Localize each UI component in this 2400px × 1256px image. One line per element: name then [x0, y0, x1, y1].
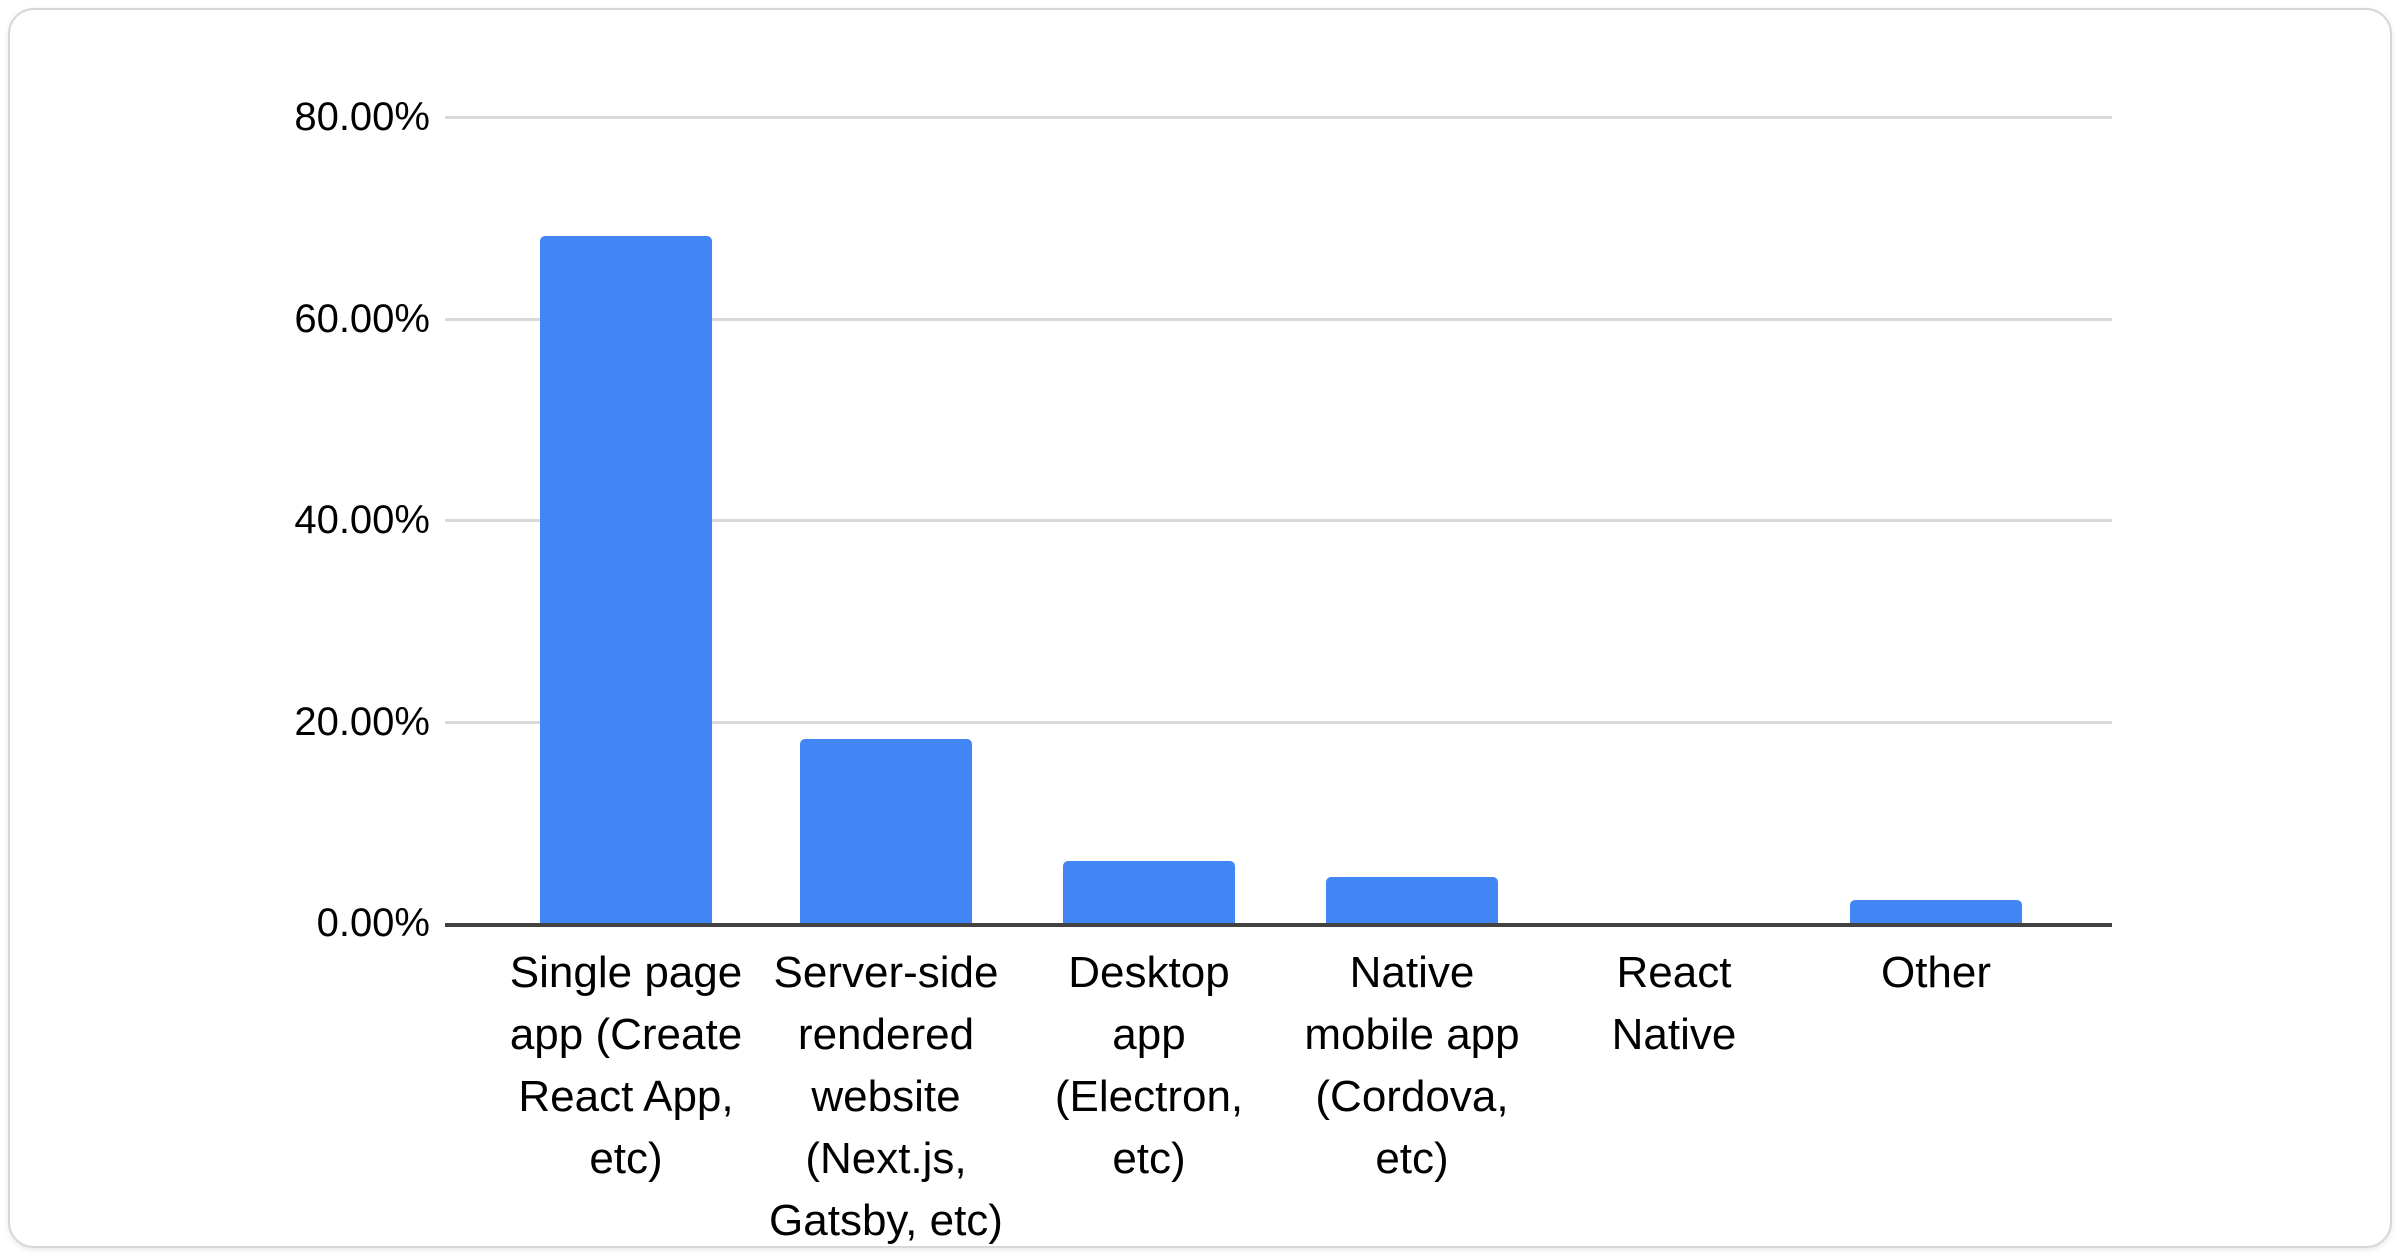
chart-card: 80.00% 60.00% 40.00% 20.00% 0.00% Single page… [8, 8, 2392, 1248]
bar-native[interactable] [1326, 877, 1498, 923]
x-axis-category-label: Other [1880, 948, 1992, 997]
x-axis-category-label: React Native [1611, 948, 1737, 1059]
bar-other[interactable] [1850, 900, 2022, 923]
x-axis-category-label: Server-side rendered website (Next.js, G… [769, 948, 1003, 1245]
y-axis-tick-label: 80.00% [294, 95, 430, 139]
x-axis-category-label: Desktop app (Electron, etc) [1054, 948, 1244, 1183]
gridline-60 [445, 317, 2112, 321]
bar-single-page[interactable] [540, 236, 712, 923]
bar-server-side[interactable] [800, 739, 972, 923]
y-axis-tick-label: 20.00% [294, 699, 430, 744]
y-axis-tick-label: 0.00% [316, 901, 430, 945]
y-axis-tick-label: 40.00% [294, 498, 430, 542]
x-axis-category-label: Native mobile app (Cordova, etc) [1304, 948, 1520, 1183]
x-axis-line [445, 923, 2112, 927]
y-axis-tick-label: 60.00% [294, 296, 430, 341]
gridline-40 [445, 519, 2112, 522]
bar-desktop[interactable] [1063, 861, 1235, 923]
x-axis-category-label: Single page app (Create React App, etc) [509, 948, 743, 1183]
gridline-20 [445, 720, 2112, 724]
gridline-80 [445, 116, 2112, 119]
